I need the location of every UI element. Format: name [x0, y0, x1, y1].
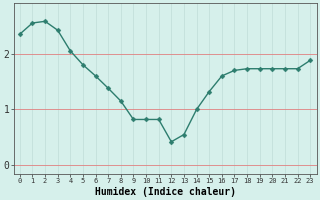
- X-axis label: Humidex (Indice chaleur): Humidex (Indice chaleur): [94, 186, 236, 197]
